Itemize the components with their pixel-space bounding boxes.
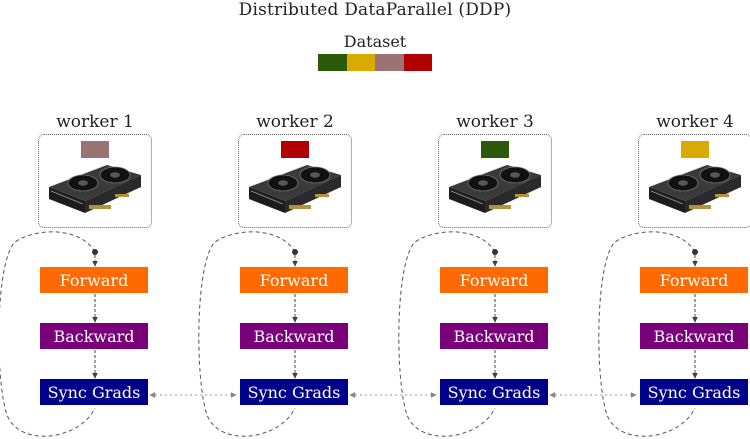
dataset-label: Dataset — [343, 32, 407, 51]
worker-2-steps: Forward Backward Sync Grads — [238, 0, 352, 439]
forward-step: Forward — [440, 267, 548, 293]
worker-label: worker 1 — [56, 112, 134, 132]
gpu-card-icon — [649, 165, 741, 213]
backward-step: Backward — [440, 323, 548, 349]
gpu-card-icon — [49, 165, 141, 213]
sync-grads-step: Sync Grads — [440, 379, 548, 405]
data-shard — [481, 141, 509, 158]
worker-3-steps: Forward Backward Sync Grads — [438, 0, 552, 439]
diagram-title: Distributed DataParallel (DDP) — [238, 0, 512, 20]
worker-4-steps: Forward Backward Sync Grads — [638, 0, 750, 439]
worker-label: worker 4 — [656, 112, 734, 132]
dataset-segment-1 — [318, 54, 347, 71]
gpu-box — [238, 134, 352, 228]
data-shard — [681, 141, 709, 158]
gpu-box — [638, 134, 750, 228]
gpu-box — [38, 134, 152, 228]
dataset-segment-2 — [346, 54, 375, 71]
dataset-bar — [318, 54, 432, 71]
backward-step: Backward — [40, 323, 148, 349]
gpu-card-icon — [449, 165, 541, 213]
worker-1-steps: Forward Backward Sync Grads — [38, 0, 152, 439]
backward-step: Backward — [240, 323, 348, 349]
worker-label: worker 3 — [456, 112, 534, 132]
forward-step: Forward — [240, 267, 348, 293]
worker-label: worker 2 — [256, 112, 334, 132]
dataset-segment-4 — [403, 54, 432, 71]
gpu-box — [438, 134, 552, 228]
backward-step: Backward — [640, 323, 748, 349]
gpu-card-icon — [249, 165, 341, 213]
dataset-segment-3 — [375, 54, 404, 71]
sync-grads-step: Sync Grads — [640, 379, 748, 405]
forward-step: Forward — [640, 267, 748, 293]
data-shard — [81, 141, 109, 158]
sync-grads-step: Sync Grads — [40, 379, 148, 405]
forward-step: Forward — [40, 267, 148, 293]
sync-grads-step: Sync Grads — [240, 379, 348, 405]
data-shard — [281, 141, 309, 158]
